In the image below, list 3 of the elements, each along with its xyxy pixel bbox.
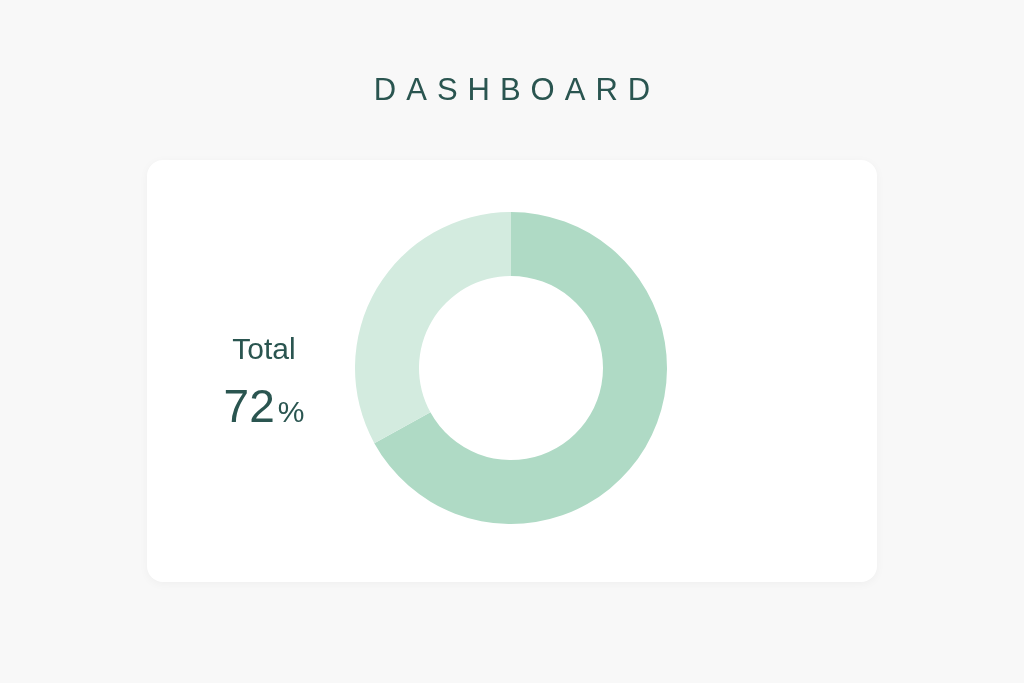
text: Total — [232, 332, 296, 367]
text: 72% — [223, 380, 305, 432]
chart-title: DASHBOARD — [372, 72, 662, 108]
